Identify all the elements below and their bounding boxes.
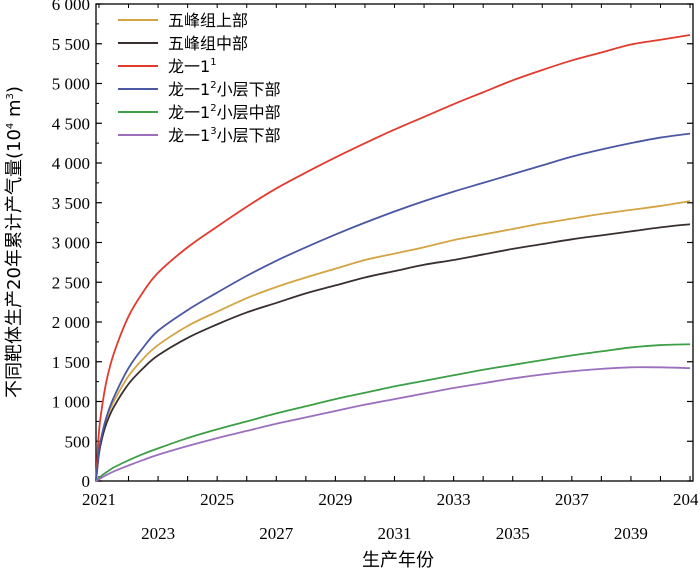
y-tick-label: 1 500	[52, 353, 90, 372]
series-line-5	[95, 343, 691, 482]
y-tick-label: 5 000	[52, 75, 90, 94]
y-tick-label: 5 500	[52, 35, 90, 54]
series-lines	[95, 34, 691, 482]
x-axis-label: 生产年份	[362, 550, 434, 571]
x-axis-ticks: 2021 2025 2029 2033 2037 2041 2023 2027 2031 2035…	[82, 4, 700, 543]
y-tick-label: 2 500	[52, 273, 90, 292]
y-tick-label: 4 000	[52, 154, 90, 173]
series-line-3	[95, 34, 691, 482]
x-tick-label: 2033	[437, 490, 471, 509]
y-tick-label: 3 500	[52, 194, 90, 213]
y-tick-label: 2 000	[52, 313, 90, 332]
y-axis-label-end: )	[4, 86, 25, 93]
x-tick-label: 2035	[496, 524, 530, 543]
series-line-2	[95, 223, 691, 482]
legend-label-2: 五峰组中部	[168, 34, 248, 53]
x-tick-label: 2029	[318, 490, 352, 509]
legend-label-3: 龙一11	[168, 57, 217, 76]
legend-label-6: 龙一13小层下部	[168, 126, 281, 145]
legend-label-1: 五峰组上部	[168, 11, 248, 30]
x-tick-label: 2037	[555, 490, 590, 509]
x-tick-label: 2041	[673, 490, 700, 509]
y-tick-label: 6 000	[52, 0, 90, 14]
y-axis-label-mid: m	[4, 99, 25, 122]
y-tick-label: 0	[82, 472, 91, 491]
legend-label-4: 龙一12小层下部	[168, 80, 281, 99]
y-axis-ticks: 0 500 1 000 1 500 2 000 2 500 3 000 3 500 4 000 4…	[52, 0, 693, 491]
x-tick-label: 2025	[200, 490, 234, 509]
x-tick-label: 2023	[141, 524, 175, 543]
legend-label-5: 龙一12小层中部	[168, 103, 281, 122]
series-line-1	[95, 200, 691, 482]
series-line-6	[95, 366, 691, 482]
y-tick-label: 4 500	[52, 114, 90, 133]
x-tick-label: 2039	[614, 524, 648, 543]
y-tick-label: 3 000	[52, 234, 90, 253]
x-tick-label: 2027	[259, 524, 294, 543]
y-axis-label-sup1: 4	[5, 123, 16, 129]
series-line-4	[95, 132, 691, 482]
y-axis-label-main: 不同靶体生产20年累计产气量(10	[4, 129, 25, 398]
y-tick-label: 500	[65, 432, 91, 451]
y-axis-label: 不同靶体生产20年累计产气量(104 m3)	[4, 86, 25, 398]
x-tick-label: 2031	[378, 524, 412, 543]
y-axis-label-sup2: 3	[5, 93, 16, 99]
y-tick-label: 1 000	[52, 393, 90, 412]
x-tick-label: 2021	[82, 490, 116, 509]
